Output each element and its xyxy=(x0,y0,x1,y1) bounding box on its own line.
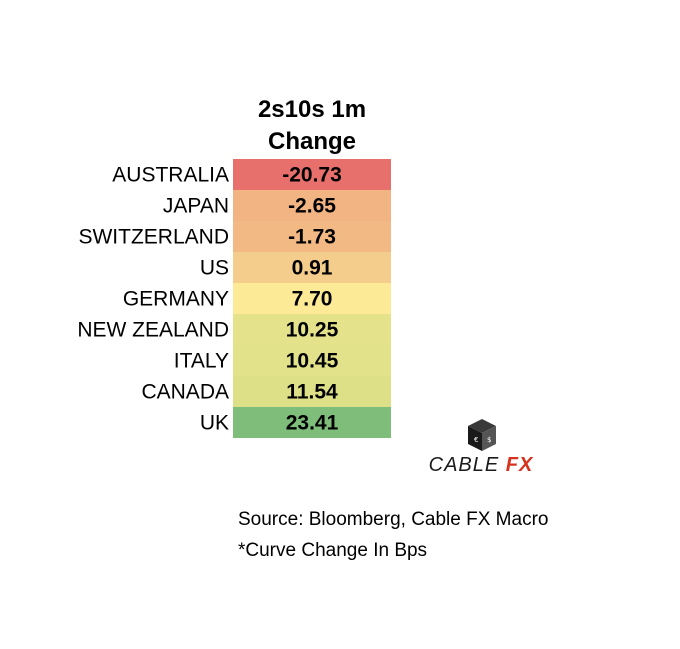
cable-fx-logo: € $ CABLE FX xyxy=(425,418,537,480)
value-label: 10.25 xyxy=(286,319,339,342)
value-label: -2.65 xyxy=(288,195,336,218)
logo-text-main: CABLE xyxy=(428,454,500,476)
source-text: Source: Bloomberg, Cable FX Macro xyxy=(238,509,549,530)
heat-cell-australia xyxy=(233,159,391,190)
heat-cell-new-zealand xyxy=(233,314,391,345)
value-label: 10.45 xyxy=(286,350,339,373)
value-label: 7.70 xyxy=(292,288,333,311)
heat-cell-italy xyxy=(233,345,391,376)
heat-cell-germany xyxy=(233,283,391,314)
svg-text:$: $ xyxy=(487,436,491,444)
logo-wordmark: CABLE FX xyxy=(425,454,537,477)
dice-cube-icon: € $ xyxy=(468,419,496,451)
row-label: US xyxy=(200,257,229,280)
row-label: AUSTRALIA xyxy=(112,164,229,187)
row-label: JAPAN xyxy=(163,195,229,218)
row-label: SWITZERLAND xyxy=(78,226,229,249)
value-label: 11.54 xyxy=(286,381,338,404)
value-label: 23.41 xyxy=(286,412,339,435)
row-label: ITALY xyxy=(174,350,229,373)
heat-cell-uk xyxy=(233,407,391,438)
row-label: GERMANY xyxy=(123,288,229,311)
value-label: -1.73 xyxy=(288,226,336,249)
row-label: UK xyxy=(200,412,229,435)
footnote-text: *Curve Change In Bps xyxy=(238,540,428,561)
source-notes: Source: Bloomberg, Cable FX Macro *Curve… xyxy=(238,504,548,566)
heat-cell-canada xyxy=(233,376,391,407)
value-label: 0.91 xyxy=(292,257,333,280)
logo-text-accent: FX xyxy=(505,454,534,476)
row-label: CANADA xyxy=(141,381,229,404)
heat-cell-switzerland xyxy=(233,221,391,252)
svg-text:€: € xyxy=(474,436,478,444)
row-label: NEW ZEALAND xyxy=(77,319,229,342)
heat-cell-japan xyxy=(233,190,391,221)
heat-cell-us xyxy=(233,252,391,283)
chart-title: 2s10s 1m Change xyxy=(257,96,367,155)
value-label: -20.73 xyxy=(282,164,342,187)
